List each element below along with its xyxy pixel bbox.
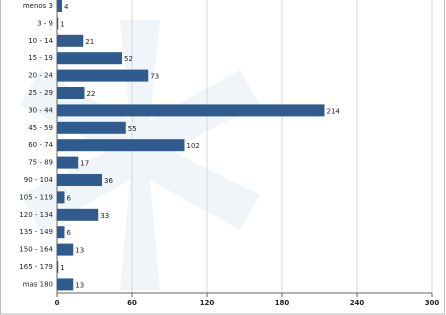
bar (57, 261, 58, 273)
data-label: 13 (75, 247, 84, 255)
data-label: 73 (150, 73, 159, 81)
x-tick-label: 120 (200, 299, 215, 307)
data-label: 22 (87, 90, 96, 98)
data-label: 33 (100, 212, 109, 220)
bar (57, 226, 65, 238)
bar (57, 174, 102, 186)
bar (57, 87, 85, 99)
y-tick-label: menos 3 (23, 2, 53, 10)
y-tick-label: 135 - 149 (19, 228, 53, 236)
y-tick-label: 20 - 24 (28, 72, 53, 80)
bar (57, 17, 58, 29)
bar (57, 0, 62, 12)
x-tick-label: 240 (350, 299, 365, 307)
data-label: 6 (67, 229, 72, 237)
x-tick-label: 60 (127, 299, 137, 307)
data-label: 4 (64, 3, 69, 11)
y-tick-label: 150 - 164 (19, 246, 53, 254)
y-tick-label: 45 - 59 (28, 124, 53, 132)
data-label: 17 (80, 160, 89, 168)
y-tick-label: 60 - 74 (28, 141, 53, 149)
y-tick-label: 30 - 44 (28, 106, 53, 114)
bar (57, 209, 98, 221)
y-tick-label: 165 - 179 (19, 263, 53, 271)
data-label: 36 (104, 177, 113, 185)
data-label: 55 (128, 125, 137, 133)
y-tick-label: 3 - 9 (37, 19, 53, 27)
data-label: 21 (85, 38, 94, 46)
y-tick-label: 10 - 14 (28, 37, 53, 45)
bar (57, 35, 83, 47)
data-label: 1 (60, 264, 64, 272)
y-tick-label: 120 - 134 (19, 211, 53, 219)
data-label: 214 (327, 107, 341, 115)
y-tick-label: 25 - 29 (28, 89, 53, 97)
x-tick-label: 180 (275, 299, 290, 307)
bar (57, 278, 73, 290)
bar (57, 70, 148, 82)
bar (57, 104, 325, 116)
data-label: 13 (75, 281, 84, 289)
y-tick-label: mas 180 (23, 280, 53, 288)
data-label: 1 (60, 20, 64, 28)
bar (57, 52, 122, 64)
bar (57, 244, 73, 256)
y-tick-label: 90 - 104 (24, 176, 54, 184)
bar (57, 122, 126, 134)
y-tick-label: 15 - 19 (28, 54, 53, 62)
chart: 060120180240300menos 343 - 9110 - 142115… (0, 0, 446, 315)
data-label: 6 (67, 194, 72, 202)
data-label: 102 (187, 142, 200, 150)
data-label: 52 (124, 55, 133, 63)
y-tick-label: 75 - 89 (28, 159, 53, 167)
bar (57, 139, 185, 151)
bar (57, 191, 65, 203)
x-tick-label: 0 (55, 299, 60, 307)
bar (57, 157, 78, 169)
x-tick-label: 300 (425, 299, 440, 307)
y-tick-label: 105 - 119 (19, 193, 53, 201)
